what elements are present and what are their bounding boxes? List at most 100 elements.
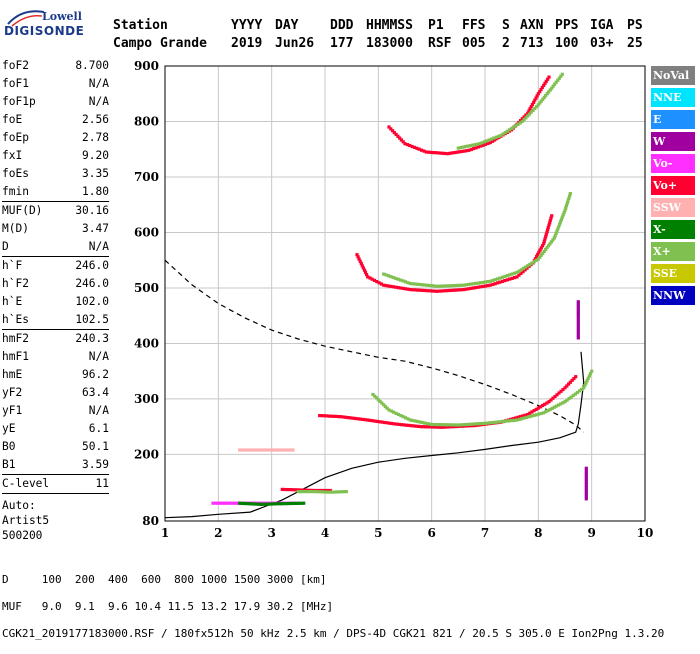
echo-point	[427, 422, 431, 426]
echo-point	[476, 285, 480, 289]
y-tick-label: 600	[134, 225, 159, 239]
echo-point	[565, 384, 569, 388]
echo-point	[280, 487, 284, 491]
echo-point	[437, 423, 441, 427]
param-label: yF2	[2, 386, 23, 399]
echo-point	[414, 424, 418, 428]
echo-point	[527, 112, 531, 116]
echo-point	[498, 276, 502, 280]
echo-point	[462, 288, 466, 292]
echo-point	[405, 143, 409, 147]
echo-point	[518, 121, 522, 125]
x-tick-label: 2	[214, 526, 222, 540]
echo-point	[493, 282, 497, 286]
echo-point	[494, 135, 498, 139]
echo-point	[481, 280, 485, 284]
echo-point	[220, 501, 225, 505]
legend-item: E	[651, 110, 695, 129]
echo-point	[576, 314, 580, 318]
echo-point	[544, 247, 548, 252]
echo-point	[469, 282, 473, 286]
echo-point	[449, 288, 454, 292]
echo-point	[417, 424, 421, 428]
echo-point	[406, 281, 410, 285]
param-label: D	[2, 240, 9, 253]
echo-point	[365, 273, 369, 277]
echo-point	[551, 396, 555, 400]
echo-point	[560, 215, 564, 219]
echo-point	[510, 276, 514, 280]
echo-point	[279, 448, 283, 452]
echo-point	[390, 421, 394, 426]
param-value: 63.4	[82, 386, 109, 399]
header-row2-cell: 2	[502, 36, 510, 51]
echo-point	[576, 336, 580, 340]
distance-row: D 100 200 400 600 800 1000 1500 3000 [km…	[2, 572, 327, 586]
param-label: h`Es	[2, 313, 29, 326]
echo-point	[433, 425, 437, 429]
y-tick-label: 800	[134, 114, 159, 128]
echo-point	[328, 490, 332, 494]
echo-point	[408, 143, 412, 148]
echo-point	[437, 284, 441, 288]
echo-point	[520, 417, 524, 421]
echo-point	[267, 502, 271, 506]
echo-point	[459, 288, 463, 292]
echo-point	[567, 196, 571, 200]
echo-point	[377, 281, 381, 285]
echo-point	[297, 501, 301, 505]
echo-point	[515, 418, 519, 422]
echo-point	[564, 203, 569, 208]
echo-point	[498, 420, 502, 424]
echo-point	[549, 216, 553, 220]
echo-point	[542, 239, 546, 243]
echo-point	[548, 407, 552, 412]
echo-point	[379, 282, 383, 286]
legend-item: X+	[651, 242, 695, 261]
echo-point	[503, 419, 507, 423]
echo-point	[437, 289, 441, 293]
echo-point	[558, 222, 562, 226]
echo-point	[228, 501, 232, 505]
echo-point	[411, 282, 415, 286]
echo-point	[466, 422, 470, 426]
echo-point	[552, 405, 556, 409]
echo-point	[400, 423, 404, 427]
header-row1-cell: PS	[627, 18, 643, 33]
echo-point	[296, 488, 300, 492]
echo-point	[561, 401, 565, 405]
echo-point	[584, 494, 588, 498]
echo-point	[289, 501, 294, 506]
echo-point	[503, 131, 507, 135]
echo-point	[406, 417, 410, 421]
echo-point	[565, 398, 569, 402]
echo-point	[422, 149, 426, 153]
param-row: fxI 9.20	[2, 147, 109, 165]
echo-point	[481, 421, 485, 426]
echo-point	[521, 414, 525, 418]
echo-point	[572, 377, 576, 381]
muf-row: MUF 9.0 9.1 9.6 10.4 11.5 13.2 17.9 30.2…	[2, 599, 334, 613]
param-label: B1	[2, 458, 16, 471]
echo-point	[539, 99, 543, 103]
echo-point	[491, 278, 495, 283]
echo-point	[337, 415, 341, 419]
echo-point	[515, 275, 519, 279]
header-row1-cell: FFS	[462, 18, 486, 33]
echo-point	[382, 272, 386, 276]
echo-point	[420, 148, 424, 152]
x-tick-label: 5	[374, 526, 382, 540]
echo-point	[495, 420, 499, 424]
echo-point	[565, 201, 569, 205]
echo-point	[286, 488, 290, 492]
echo-point	[539, 411, 543, 416]
header-row2-cell: 177	[330, 36, 354, 51]
echo-point	[450, 151, 454, 155]
echo-point	[513, 271, 517, 275]
echo-point	[385, 421, 389, 425]
echo-point	[479, 285, 483, 289]
param-separator	[2, 256, 109, 257]
echo-point	[299, 490, 303, 494]
echo-point	[426, 425, 430, 429]
echo-point	[327, 414, 331, 418]
